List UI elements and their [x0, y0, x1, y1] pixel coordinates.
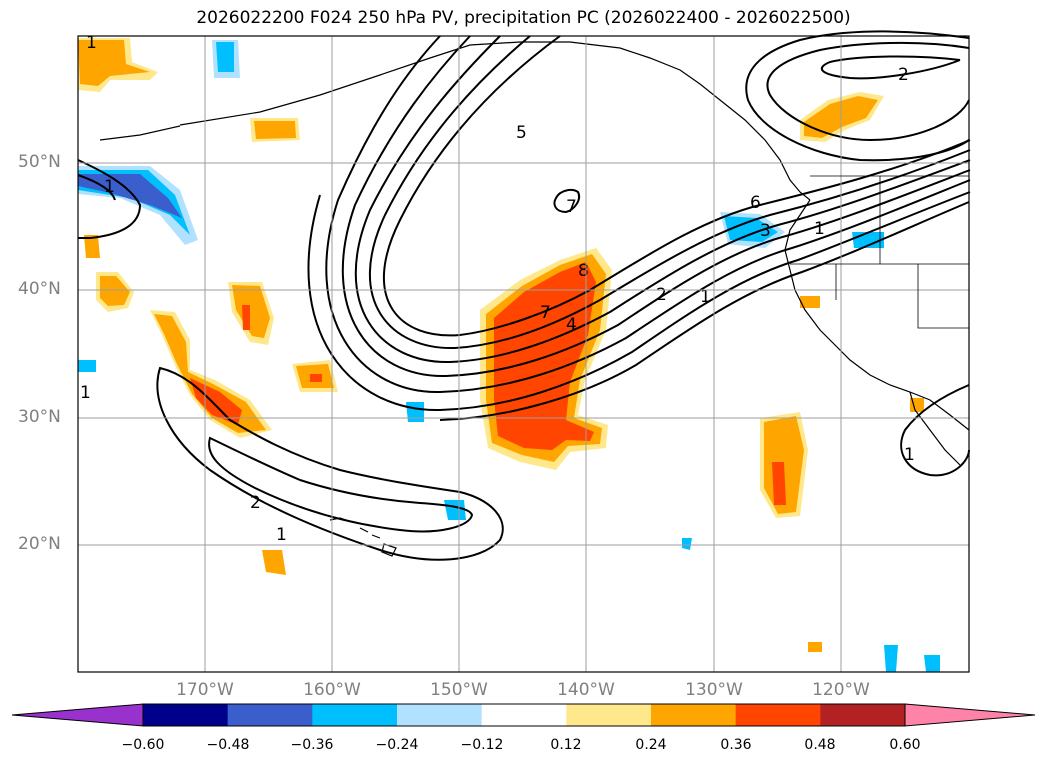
- precip-neg-west-core: [78, 174, 182, 218]
- map-title: 2026022200 F024 250 hPa PV, precipitatio…: [196, 8, 851, 28]
- precip-patch-se-red: [772, 462, 786, 505]
- lat-label: 20°N: [18, 534, 61, 554]
- colorbar-tick: 0.24: [635, 737, 667, 753]
- precip-neg-se2: [924, 655, 940, 672]
- precip-patch-mw-red: [242, 305, 250, 330]
- colorbar-tick: −0.12: [460, 737, 504, 753]
- colorbar-tick: 0.60: [889, 737, 921, 753]
- contour-label: 7: [566, 197, 577, 217]
- colorbar-tick: −0.24: [375, 737, 419, 753]
- precip-neg-se1: [884, 645, 898, 672]
- precip-neg-ne-core: [724, 216, 778, 242]
- colorbar-tick: −0.60: [121, 737, 165, 753]
- precip-patch-mw-core: [232, 285, 270, 338]
- lon-label: 130°W: [685, 680, 743, 700]
- precip-patch-top-core: [254, 121, 296, 139]
- precip-patch-w2-core: [100, 276, 130, 306]
- contour-label: 1: [904, 445, 915, 465]
- precip-neg-top-core: [216, 42, 234, 72]
- map-frame: [77, 35, 970, 673]
- map-panel: 1 1 2 1 5 7 7 4 6 3 8 2 1 2 1 1 1: [77, 30, 971, 673]
- colorbar-cell: [651, 704, 737, 726]
- contour-label: 6: [750, 193, 761, 213]
- political-borders: [790, 175, 969, 329]
- contour-label: 3: [760, 221, 771, 241]
- colorbar-cell: [227, 704, 313, 726]
- contour-label: 8: [578, 261, 589, 281]
- contour-labels: 1 1 2 1 5 7 7 4 6 3 8 2 1 2 1 1 1: [80, 33, 915, 545]
- precip-anomaly-shading: [78, 38, 940, 672]
- colorbar-tick: −0.48: [206, 737, 250, 753]
- lat-label: 40°N: [18, 279, 61, 299]
- lon-label: 160°W: [303, 680, 361, 700]
- colorbar-cell: [143, 704, 229, 726]
- precip-patch-sw-core: [154, 314, 266, 433]
- colorbar-extend-high: [904, 703, 1036, 727]
- contour-label: 1: [104, 177, 115, 197]
- contour-label: 4: [566, 315, 577, 335]
- precip-patch-nw-core: [78, 40, 150, 86]
- precip-patch-w1: [84, 235, 100, 258]
- colorbar-cell: [397, 704, 483, 726]
- contour-label: 1: [276, 525, 287, 545]
- contour-label: 2: [250, 493, 261, 513]
- precip-neg-w: [78, 360, 96, 372]
- colorbar-cell: [820, 704, 906, 726]
- colorbar-cell: [566, 704, 652, 726]
- precip-neg-center: [406, 402, 424, 422]
- colorbar-cell: [481, 704, 567, 726]
- precip-patch-tiny: [808, 642, 822, 652]
- contour-label: 1: [700, 287, 711, 307]
- precip-patch-hawaii-s: [262, 550, 286, 575]
- colorbar-outline: [142, 703, 906, 727]
- lon-label: 140°W: [557, 680, 615, 700]
- precip-patch-coast: [800, 296, 820, 308]
- precip-patch-small1-red: [310, 374, 322, 382]
- contour-label: 7: [540, 303, 551, 323]
- contour-label: 2: [656, 285, 667, 305]
- precip-patch-central-red: [494, 262, 596, 450]
- gridlines: [78, 36, 969, 672]
- lat-label: 30°N: [18, 407, 61, 427]
- pv-contours: [77, 30, 971, 561]
- colorbar-cell: [735, 704, 821, 726]
- contour-label: 5: [516, 123, 527, 143]
- contour-label: 1: [86, 33, 97, 53]
- precip-patch-sw-red: [190, 378, 242, 425]
- lon-label: 150°W: [430, 680, 488, 700]
- precip-patch-baja: [910, 398, 924, 412]
- lon-label: 120°W: [812, 680, 870, 700]
- contour-label: 2: [898, 65, 909, 85]
- colorbar-extend-low: [11, 703, 144, 727]
- colorbar-tick: 0.36: [720, 737, 752, 753]
- contour-label: 1: [814, 219, 825, 239]
- colorbar-tick: 0.48: [804, 737, 836, 753]
- precip-neg-sm: [682, 538, 692, 550]
- colorbar-tick: 0.12: [550, 737, 582, 753]
- colorbar-tick: −0.36: [290, 737, 334, 753]
- lon-label: 170°W: [176, 680, 234, 700]
- lat-label: 50°N: [18, 152, 61, 172]
- contour-label: 1: [80, 383, 91, 403]
- colorbar-cell: [312, 704, 398, 726]
